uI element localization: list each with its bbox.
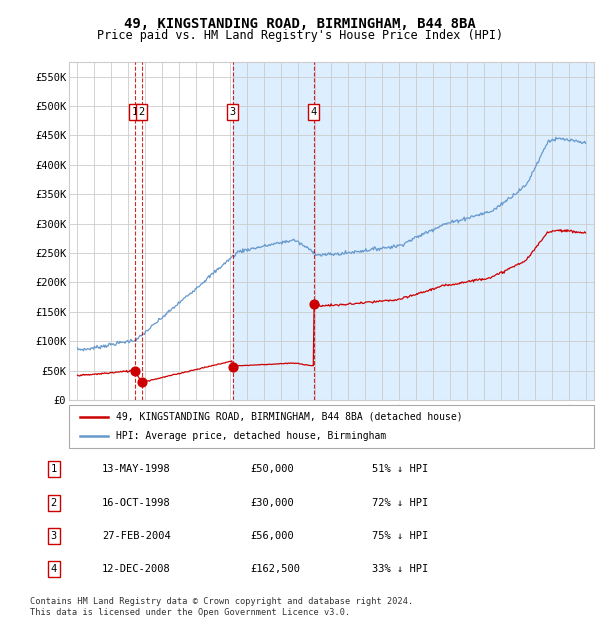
Text: 2: 2 (139, 107, 145, 117)
Text: 3: 3 (50, 531, 57, 541)
Text: 33% ↓ HPI: 33% ↓ HPI (372, 564, 428, 574)
Text: Price paid vs. HM Land Registry's House Price Index (HPI): Price paid vs. HM Land Registry's House … (97, 29, 503, 42)
Point (228, 362, 238, 372)
Point (309, 299, 319, 309)
Text: 49, KINGSTANDING ROAD, BIRMINGHAM, B44 8BA (detached house): 49, KINGSTANDING ROAD, BIRMINGHAM, B44 8… (116, 412, 463, 422)
Text: £162,500: £162,500 (251, 564, 301, 574)
Text: £56,000: £56,000 (251, 531, 295, 541)
Point (130, 366, 139, 376)
Text: 72% ↓ HPI: 72% ↓ HPI (372, 498, 428, 508)
Text: 51% ↓ HPI: 51% ↓ HPI (372, 464, 428, 474)
Text: 49, KINGSTANDING ROAD, BIRMINGHAM, B44 8BA: 49, KINGSTANDING ROAD, BIRMINGHAM, B44 8… (124, 17, 476, 30)
Text: 4: 4 (311, 107, 317, 117)
Text: 27-FEB-2004: 27-FEB-2004 (102, 531, 170, 541)
Text: £50,000: £50,000 (251, 464, 295, 474)
FancyBboxPatch shape (69, 405, 594, 448)
Text: 1: 1 (131, 107, 137, 117)
Text: 12-DEC-2008: 12-DEC-2008 (102, 564, 170, 574)
Text: 75% ↓ HPI: 75% ↓ HPI (372, 531, 428, 541)
Text: HPI: Average price, detached house, Birmingham: HPI: Average price, detached house, Birm… (116, 432, 386, 441)
Text: 13-MAY-1998: 13-MAY-1998 (102, 464, 170, 474)
Point (137, 378, 146, 388)
Text: Contains HM Land Registry data © Crown copyright and database right 2024.
This d: Contains HM Land Registry data © Crown c… (30, 598, 413, 617)
Text: 2: 2 (50, 498, 57, 508)
Text: £30,000: £30,000 (251, 498, 295, 508)
Text: 1: 1 (50, 464, 57, 474)
Bar (233, 62, 594, 400)
Text: 3: 3 (229, 107, 236, 117)
Text: 16-OCT-1998: 16-OCT-1998 (102, 498, 170, 508)
Text: 4: 4 (50, 564, 57, 574)
